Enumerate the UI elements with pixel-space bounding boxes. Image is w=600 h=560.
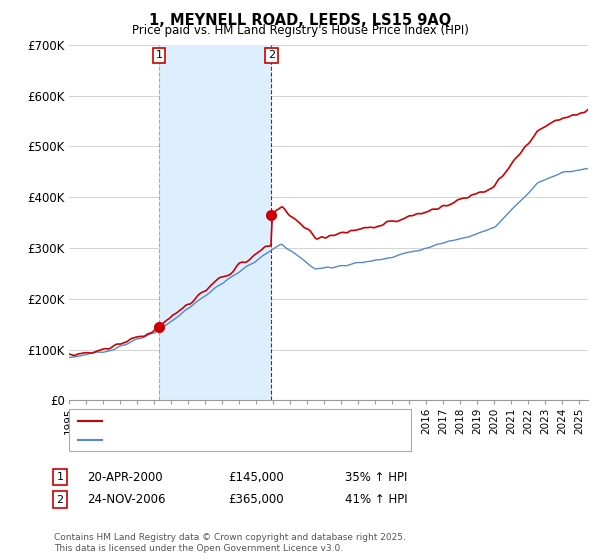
Text: HPI: Average price, detached house, Leeds: HPI: Average price, detached house, Leed… [108, 435, 331, 445]
Text: 1: 1 [155, 50, 163, 60]
Text: 20-APR-2000: 20-APR-2000 [87, 470, 163, 484]
Text: 2: 2 [268, 50, 275, 60]
Text: Contains HM Land Registry data © Crown copyright and database right 2025.
This d: Contains HM Land Registry data © Crown c… [54, 533, 406, 553]
Text: 1, MEYNELL ROAD, LEEDS, LS15 9AQ (detached house): 1, MEYNELL ROAD, LEEDS, LS15 9AQ (detach… [108, 416, 395, 426]
Text: 1: 1 [56, 472, 64, 482]
Text: 41% ↑ HPI: 41% ↑ HPI [345, 493, 407, 506]
Text: 35% ↑ HPI: 35% ↑ HPI [345, 470, 407, 484]
Text: £145,000: £145,000 [228, 470, 284, 484]
Text: 1, MEYNELL ROAD, LEEDS, LS15 9AQ: 1, MEYNELL ROAD, LEEDS, LS15 9AQ [149, 13, 451, 29]
Text: 2: 2 [56, 494, 64, 505]
Text: 24-NOV-2006: 24-NOV-2006 [87, 493, 166, 506]
Text: £365,000: £365,000 [228, 493, 284, 506]
Bar [159, 45, 271, 400]
Text: Price paid vs. HM Land Registry's House Price Index (HPI): Price paid vs. HM Land Registry's House … [131, 24, 469, 36]
